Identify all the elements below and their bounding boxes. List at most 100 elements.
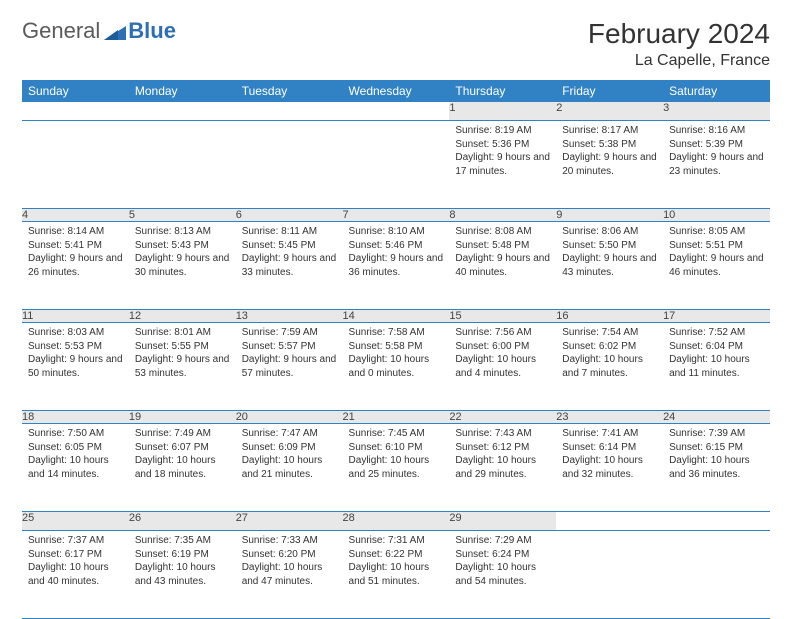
day-cell: Sunrise: 7:43 AMSunset: 6:12 PMDaylight:…: [449, 424, 556, 512]
day-details: Sunrise: 7:43 AMSunset: 6:12 PMDaylight:…: [449, 424, 556, 487]
sunrise-line: Sunrise: 8:19 AM: [455, 125, 531, 136]
day-number: 26: [129, 512, 236, 531]
empty-cell: [129, 102, 236, 121]
sunrise-line: Sunrise: 7:52 AM: [669, 327, 745, 338]
day-cell: Sunrise: 7:54 AMSunset: 6:02 PMDaylight:…: [556, 323, 663, 411]
sunset-line: Sunset: 5:53 PM: [28, 341, 102, 352]
daylight-line: Daylight: 9 hours and 30 minutes.: [135, 253, 230, 278]
day-number: 8: [449, 209, 556, 222]
daylight-line: Daylight: 10 hours and 47 minutes.: [242, 562, 323, 587]
dayheader-sun: Sunday: [22, 80, 129, 102]
sunset-line: Sunset: 5:51 PM: [669, 240, 743, 251]
sunset-line: Sunset: 5:55 PM: [135, 341, 209, 352]
month-title: February 2024: [588, 18, 770, 50]
sunrise-line: Sunrise: 7:47 AM: [242, 428, 318, 439]
sunset-line: Sunset: 6:02 PM: [562, 341, 636, 352]
sunset-line: Sunset: 5:50 PM: [562, 240, 636, 251]
day-details: Sunrise: 7:31 AMSunset: 6:22 PMDaylight:…: [343, 531, 450, 594]
day-details: Sunrise: 8:05 AMSunset: 5:51 PMDaylight:…: [663, 222, 770, 285]
day-cell: Sunrise: 7:50 AMSunset: 6:05 PMDaylight:…: [22, 424, 129, 512]
sunset-line: Sunset: 6:10 PM: [349, 442, 423, 453]
sunset-line: Sunset: 5:38 PM: [562, 139, 636, 150]
day-details: Sunrise: 7:52 AMSunset: 6:04 PMDaylight:…: [663, 323, 770, 386]
day-cell: Sunrise: 7:37 AMSunset: 6:17 PMDaylight:…: [22, 531, 129, 619]
day-details: Sunrise: 8:08 AM Sunset: 5:48 PM Daylight:…: [449, 222, 556, 285]
daylight-line: Daylight: 9 hours and 33 minutes.: [242, 253, 337, 278]
empty-cell: [343, 121, 450, 209]
day-number: 4: [22, 209, 129, 222]
dayheader-tue: Tuesday: [236, 80, 343, 102]
sunrise-line: Sunrise: 7:59 AM: [242, 327, 318, 338]
logo-text-general: General: [22, 18, 100, 44]
day-details: Sunrise: 7:39 AMSunset: 6:15 PMDaylight:…: [663, 424, 770, 487]
daylight-line: Daylight: 9 hours and 57 minutes.: [242, 354, 337, 379]
dayheader-mon: Monday: [129, 80, 236, 102]
week-row: Sunrise: 7:50 AMSunset: 6:05 PMDaylight:…: [22, 424, 770, 512]
day-details: Sunrise: 7:35 AMSunset: 6:19 PMDaylight:…: [129, 531, 236, 594]
day-details: Sunrise: 7:49 AMSunset: 6:07 PMDaylight:…: [129, 424, 236, 487]
day-cell: Sunrise: 7:39 AMSunset: 6:15 PMDaylight:…: [663, 424, 770, 512]
sunrise-line: Sunrise: 7:37 AM: [28, 535, 104, 546]
day-number: 29: [449, 512, 556, 531]
day-number: 22: [449, 411, 556, 424]
day-number: 12: [129, 310, 236, 323]
daylight-line: Daylight: 9 hours and 36 minutes.: [349, 253, 444, 278]
sunrise-line: Sunrise: 7:45 AM: [349, 428, 425, 439]
day-cell: Sunrise: 7:58 AMSunset: 5:58 PMDaylight:…: [343, 323, 450, 411]
title-block: February 2024 La Capelle, France: [588, 18, 770, 70]
sunset-line: Sunset: 6:24 PM: [455, 549, 529, 560]
daylight-line: Daylight: 10 hours and 18 minutes.: [135, 455, 216, 480]
day-cell: Sunrise: 7:33 AMSunset: 6:20 PMDaylight:…: [236, 531, 343, 619]
daylight-line: Daylight: 10 hours and 36 minutes.: [669, 455, 750, 480]
daylight-line: Daylight: 10 hours and 51 minutes.: [349, 562, 430, 587]
day-details: Sunrise: 7:45 AMSunset: 6:10 PMDaylight:…: [343, 424, 450, 487]
daylight-line: Daylight: 9 hours and 17 minutes.: [455, 152, 550, 177]
dayheader-wed: Wednesday: [343, 80, 450, 102]
location-title: La Capelle, France: [588, 52, 770, 70]
sunrise-line: Sunrise: 8:08 AM: [455, 226, 531, 237]
day-cell: Sunrise: 8:01 AMSunset: 5:55 PMDaylight:…: [129, 323, 236, 411]
day-details: Sunrise: 8:06 AMSunset: 5:50 PMDaylight:…: [556, 222, 663, 285]
day-cell: Sunrise: 7:29 AMSunset: 6:24 PMDaylight:…: [449, 531, 556, 619]
day-number: 15: [449, 310, 556, 323]
daynum-row: 2526272829: [22, 512, 770, 531]
day-details: Sunrise: 8:17 AM Sunset: 5:38 PM Daylight:…: [556, 121, 663, 184]
empty-cell: [236, 121, 343, 209]
sunrise-line: Sunrise: 7:58 AM: [349, 327, 425, 338]
day-number: 25: [22, 512, 129, 531]
day-cell: Sunrise: 8:03 AMSunset: 5:53 PMDaylight:…: [22, 323, 129, 411]
daylight-line: Daylight: 9 hours and 53 minutes.: [135, 354, 230, 379]
daynum-row: 123: [22, 102, 770, 121]
daynum-row: 45678910: [22, 209, 770, 222]
daylight-line: Daylight: 9 hours and 20 minutes.: [562, 152, 657, 177]
sunrise-line: Sunrise: 8:11 AM: [242, 226, 317, 237]
day-number: 9: [556, 209, 663, 222]
daylight-line: Daylight: 10 hours and 43 minutes.: [135, 562, 216, 587]
sunrise-line: Sunrise: 7:50 AM: [28, 428, 104, 439]
sunrise-line: Sunrise: 7:49 AM: [135, 428, 211, 439]
day-cell: Sunrise: 7:49 AMSunset: 6:07 PMDaylight:…: [129, 424, 236, 512]
day-number: 19: [129, 411, 236, 424]
sunrise-line: Sunrise: 8:17 AM: [562, 125, 638, 136]
day-number: 7: [343, 209, 450, 222]
daylight-line: Daylight: 10 hours and 0 minutes.: [349, 354, 430, 379]
header: General Blue February 2024 La Capelle, F…: [22, 18, 770, 70]
sunrise-line: Sunrise: 7:56 AM: [455, 327, 531, 338]
day-cell: Sunrise: 7:35 AMSunset: 6:19 PMDaylight:…: [129, 531, 236, 619]
dayheader-thu: Thursday: [449, 80, 556, 102]
sunset-line: Sunset: 5:48 PM: [455, 240, 529, 251]
logo: General Blue: [22, 18, 176, 44]
day-cell: Sunrise: 7:45 AMSunset: 6:10 PMDaylight:…: [343, 424, 450, 512]
day-number: 13: [236, 310, 343, 323]
day-cell: Sunrise: 8:11 AMSunset: 5:45 PMDaylight:…: [236, 222, 343, 310]
daylight-line: Daylight: 9 hours and 40 minutes.: [455, 253, 550, 278]
day-cell: Sunrise: 7:31 AMSunset: 6:22 PMDaylight:…: [343, 531, 450, 619]
daylight-line: Daylight: 9 hours and 26 minutes.: [28, 253, 123, 278]
daynum-row: 18192021222324: [22, 411, 770, 424]
day-number: 17: [663, 310, 770, 323]
day-number: 23: [556, 411, 663, 424]
empty-cell: [22, 102, 129, 121]
day-details: Sunrise: 7:56 AMSunset: 6:00 PMDaylight:…: [449, 323, 556, 386]
dayheader-fri: Friday: [556, 80, 663, 102]
day-cell: Sunrise: 8:13 AMSunset: 5:43 PMDaylight:…: [129, 222, 236, 310]
